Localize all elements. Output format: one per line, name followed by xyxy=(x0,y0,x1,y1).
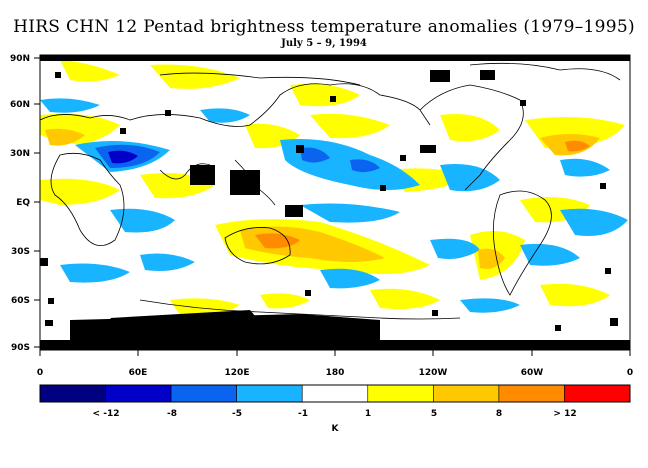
x-tick-120w: 120W xyxy=(419,368,448,378)
map-field xyxy=(40,55,630,350)
x-tick-180: 180 xyxy=(326,368,345,378)
legend-frame xyxy=(39,384,631,403)
x-tick-60w: 60W xyxy=(521,368,544,378)
legend-label-8-pos: 8 xyxy=(496,409,502,419)
legend-label-5-pos: 5 xyxy=(431,409,437,419)
very-strong-negative-anomaly xyxy=(108,150,138,164)
chart-title: HIRS CHN 12 Pentad brightness temperatur… xyxy=(13,17,635,37)
y-tick-90s: 90S xyxy=(11,343,30,353)
legend-swatch xyxy=(498,384,565,403)
y-tick-90n: 90N xyxy=(10,54,30,64)
y-tick-30s: 30S xyxy=(11,247,30,257)
coastlines xyxy=(40,62,621,320)
y-tick-eq: EQ xyxy=(16,198,30,208)
chart-subtitle: July 5 – 9, 1994 xyxy=(281,38,367,49)
legend-swatch xyxy=(170,384,237,403)
missing-data xyxy=(40,55,630,350)
x-tick-0-end: 0 xyxy=(627,368,633,378)
legend-label-1-neg: -1 xyxy=(298,409,308,419)
legend-swatch xyxy=(236,384,303,403)
legend-swatch xyxy=(564,384,631,403)
legend-swatch xyxy=(105,384,172,403)
legend-swatch xyxy=(367,384,434,403)
y-tick-60s: 60S xyxy=(11,296,30,306)
legend-swatch xyxy=(301,384,369,403)
color-legend: < -12 -8 -5 -1 1 5 8 > 12 K xyxy=(39,384,631,434)
legend-label-1: 1 xyxy=(365,409,371,419)
y-tick-60n: 60N xyxy=(10,100,30,110)
x-tick-60e: 60E xyxy=(129,368,148,378)
y-axis: 90N 60N 30N EQ 30S 60S 90S xyxy=(10,54,40,353)
legend-unit: K xyxy=(332,424,340,434)
legend-label-8: -8 xyxy=(167,409,177,419)
x-tick-120e: 120E xyxy=(225,368,250,378)
y-tick-30n: 30N xyxy=(10,149,30,159)
legend-label-5: -5 xyxy=(232,409,242,419)
legend-swatch xyxy=(39,384,106,403)
x-tick-0: 0 xyxy=(37,368,43,378)
legend-swatch xyxy=(433,384,500,403)
x-axis: 0 60E 120E 180 120W 60W 0 xyxy=(37,350,633,378)
legend-label-lt-12: < -12 xyxy=(93,409,120,419)
legend-label-gt-12: > 12 xyxy=(553,409,576,419)
